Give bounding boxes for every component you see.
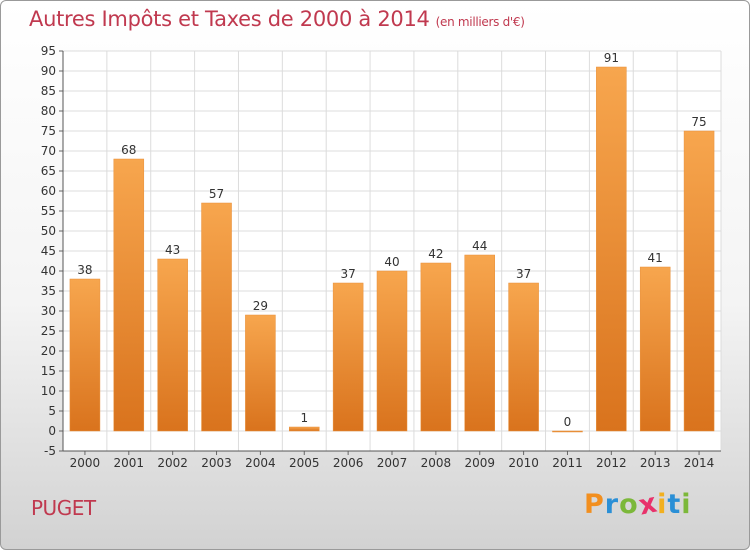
data-label: 29 <box>253 299 268 313</box>
logo-letter: P <box>584 489 605 520</box>
bar-2010 <box>508 282 539 432</box>
data-label: 57 <box>209 187 224 201</box>
bars: 38 68 43 57 29 1 37 40 42 44 37 0 91 41 75 <box>69 51 715 433</box>
chart-subtitle: (en milliers d'€) <box>435 15 525 29</box>
x-tick-label: 2006 <box>333 456 364 470</box>
x-tick-label: 2012 <box>596 456 627 470</box>
logo-letter: t <box>667 489 682 520</box>
proxiti-logo[interactable]: Proxiti <box>584 487 692 521</box>
x-tick-label: 2007 <box>377 456 408 470</box>
data-label: 37 <box>516 267 531 281</box>
y-tick-label: 70 <box>41 144 56 158</box>
y-tick-label: 45 <box>41 244 56 258</box>
y-tick-label: 85 <box>41 84 56 98</box>
bar-2011 <box>552 430 583 433</box>
y-tick-label: 25 <box>41 324 56 338</box>
y-tick-label: 30 <box>41 304 56 318</box>
y-tick-label: 20 <box>41 344 56 358</box>
x-tick-label: 2003 <box>201 456 232 470</box>
y-tick-label: 80 <box>41 104 56 118</box>
x-tick-label: 2013 <box>640 456 671 470</box>
chart-title: Autres Impôts et Taxes de 2000 à 2014 (en… <box>29 7 525 31</box>
data-label: 0 <box>564 415 572 429</box>
bar-2001 <box>113 158 145 432</box>
logo-letter: i <box>657 489 668 520</box>
axes: -505101520253035404550556065707580859095… <box>41 44 721 470</box>
x-tick-label: 2001 <box>114 456 145 470</box>
bar-2007 <box>376 270 408 432</box>
data-label: 41 <box>648 251 663 265</box>
data-label: 44 <box>472 239 487 253</box>
x-tick-label: 2014 <box>684 456 715 470</box>
bar-2005 <box>289 426 320 432</box>
y-tick-label: 95 <box>41 44 56 58</box>
x-tick-label: 2008 <box>421 456 452 470</box>
x-tick-label: 2005 <box>289 456 320 470</box>
y-tick-label: 65 <box>41 164 56 178</box>
data-label: 40 <box>384 255 399 269</box>
bar-2008 <box>420 262 452 432</box>
y-tick-label: 15 <box>41 364 56 378</box>
data-label: 75 <box>691 115 706 129</box>
x-tick-label: 2000 <box>70 456 101 470</box>
title-text: Autres Impôts et Taxes de 2000 à 2014 <box>29 7 430 31</box>
x-tick-label: 2002 <box>157 456 188 470</box>
logo-letter: o <box>619 489 639 520</box>
data-label: 1 <box>300 411 308 425</box>
data-label: 91 <box>604 51 619 65</box>
y-tick-label: 55 <box>41 204 56 218</box>
x-tick-label: 2010 <box>508 456 539 470</box>
y-tick-label: 60 <box>41 184 56 198</box>
data-label: 38 <box>77 263 92 277</box>
logo-letter: r <box>604 489 620 520</box>
data-label: 42 <box>428 247 443 261</box>
bar-2006 <box>332 282 364 432</box>
x-tick-label: 2009 <box>464 456 495 470</box>
bar-2000 <box>69 278 101 432</box>
x-tick-label: 2011 <box>552 456 583 470</box>
y-tick-label: 35 <box>41 284 56 298</box>
y-tick-label: 5 <box>48 404 56 418</box>
y-tick-label: 90 <box>41 64 56 78</box>
data-label: 43 <box>165 243 180 257</box>
bar-2012 <box>596 66 627 432</box>
y-tick-label: 75 <box>41 124 56 138</box>
data-label: 37 <box>340 267 355 281</box>
bar-2003 <box>201 202 232 432</box>
y-tick-label: 0 <box>48 424 56 438</box>
data-label: 68 <box>121 143 136 157</box>
commune-name: PUGET <box>31 496 96 520</box>
bar-2013 <box>639 266 671 432</box>
bar-2009 <box>464 254 495 432</box>
bar-2004 <box>245 314 276 432</box>
bar-2014 <box>683 130 715 432</box>
y-tick-label: 10 <box>41 384 56 398</box>
y-tick-label: 50 <box>41 224 56 238</box>
y-tick-label: -5 <box>44 444 56 458</box>
y-tick-label: 40 <box>41 264 56 278</box>
logo-letter: i <box>681 489 692 520</box>
x-tick-label: 2004 <box>245 456 276 470</box>
bar-2002 <box>157 258 188 432</box>
